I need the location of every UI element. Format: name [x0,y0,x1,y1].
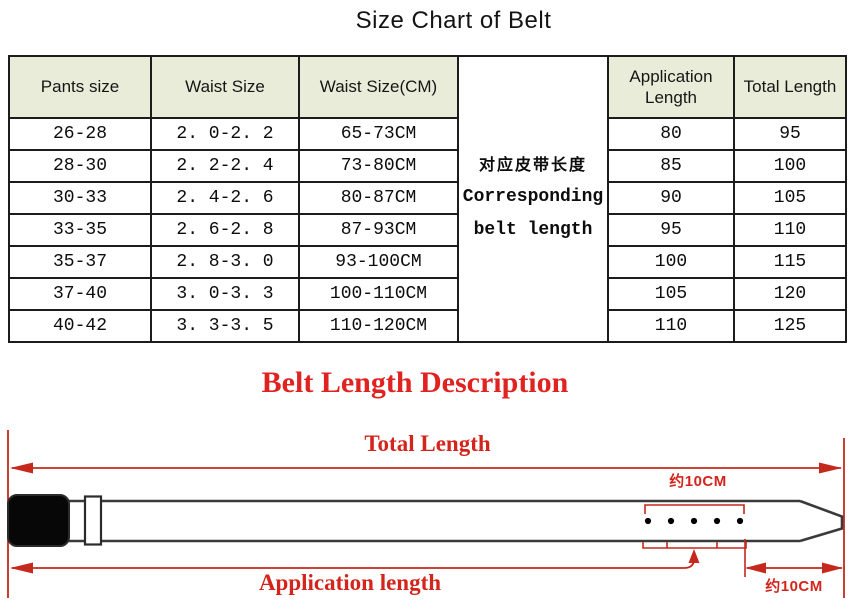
header-application-length: Application Length [607,55,735,119]
table-row: 26-28 2. 0-2. 2 65-73CM 80 95 [8,117,847,151]
header-waist-size-cm: Waist Size(CM) [298,55,459,119]
holes-span-bracket-bottom [642,542,747,549]
cell-waist-cm: 93-100CM [298,245,459,279]
header-total-length: Total Length [733,55,847,119]
cell-app-len: 80 [607,117,735,151]
belt-keeper [83,495,103,546]
cell-waist-cm: 80-87CM [298,181,459,215]
page-title: Size Chart of Belt [355,7,552,34]
cell-app-len: 110 [607,309,735,343]
size-chart-table: Pants size Waist Size Waist Size(CM) 对应皮… [8,55,847,343]
belt-buckle [7,494,70,547]
cell-app-len: 95 [607,213,735,247]
total-length-arrow [10,462,842,474]
merged-note-english-1: Corresponding [462,186,604,207]
cell-pants: 40-42 [8,309,152,343]
belt-body [7,494,844,547]
cell-pants: 37-40 [8,277,152,311]
cell-waist: 2. 6-2. 8 [150,213,300,247]
table-row: 33-35 2. 6-2. 8 87-93CM 95 110 [8,213,847,247]
cell-total-len: 100 [733,149,847,183]
belt-diagram-graphic [7,430,845,598]
merged-note-english-2: belt length [473,219,593,240]
cell-waist: 2. 2-2. 4 [150,149,300,183]
cell-total-len: 125 [733,309,847,343]
cell-waist-cm: 87-93CM [298,213,459,247]
application-length-label: Application length [258,570,442,595]
cell-pants: 30-33 [8,181,152,215]
cell-waist: 2. 8-3. 0 [150,245,300,279]
cell-waist-cm: 100-110CM [298,277,459,311]
table-row: 37-40 3. 0-3. 3 100-110CM 105 120 [8,277,847,311]
cell-pants: 28-30 [8,149,152,183]
cell-pants: 35-37 [8,245,152,279]
cell-pants: 33-35 [8,213,152,247]
cell-waist: 2. 0-2. 2 [150,117,300,151]
approx-10cm-top-label: 约10CM [669,473,727,490]
header-pants-size: Pants size [8,55,152,119]
tip-span-arrow [744,539,843,577]
application-length-arrow [10,549,700,574]
merged-note-chinese: 对应皮带长度 [478,156,587,174]
cell-app-len: 100 [607,245,735,279]
cell-pants: 26-28 [8,117,152,151]
cell-total-len: 110 [733,213,847,247]
holes-span-bracket-top [644,504,745,514]
approx-10cm-right-label: 约10CM [765,578,823,595]
cell-waist-cm: 65-73CM [298,117,459,151]
cell-app-len: 90 [607,181,735,215]
table-row: 40-42 3. 3-3. 5 110-120CM 110 125 [8,309,847,343]
belt-length-description-heading: Belt Length Description [261,366,569,399]
cell-waist: 3. 3-3. 5 [150,309,300,343]
table-row: 28-30 2. 2-2. 4 73-80CM 85 100 [8,149,847,183]
cell-total-len: 115 [733,245,847,279]
belt-holes [644,517,744,525]
cell-waist: 3. 0-3. 3 [150,277,300,311]
cell-waist: 2. 4-2. 6 [150,181,300,215]
cell-waist-cm: 73-80CM [298,149,459,183]
cell-total-len: 95 [733,117,847,151]
table-header-row: Pants size Waist Size Waist Size(CM) 对应皮… [8,55,847,343]
belt-length-diagram: Total Length 约10CM Application length 约1… [0,425,855,616]
table-row: 35-37 2. 8-3. 0 93-100CM 100 115 [8,245,847,279]
cell-app-len: 85 [607,149,735,183]
cell-total-len: 105 [733,181,847,215]
belt-tip [799,499,844,543]
table-row: 30-33 2. 4-2. 6 80-87CM 90 105 [8,181,847,215]
header-waist-size: Waist Size [150,55,300,119]
total-length-label: Total Length [364,431,491,456]
cell-app-len: 105 [607,277,735,311]
merged-note-cell: 对应皮带长度 Corresponding belt length [457,55,609,343]
cell-total-len: 120 [733,277,847,311]
cell-waist-cm: 110-120CM [298,309,459,343]
